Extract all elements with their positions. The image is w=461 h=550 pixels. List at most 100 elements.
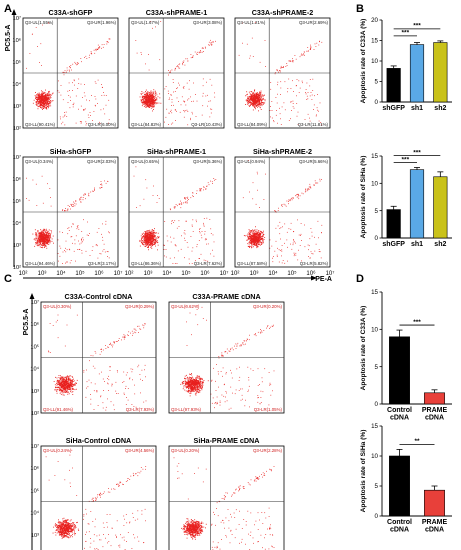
- a-quadrant-lr: Q3-LR(5.82%): [300, 261, 329, 266]
- c-plot-0: C33A-Control cDNA Q3-UL(0.30%) Q3-UR(0.29%…: [40, 292, 157, 414]
- c-y-tick: 10³: [31, 389, 39, 395]
- c-plot-1: C33A-PRAME cDNA Q3-UL(0.62%) Q3-UR(0.20%) Q…: [168, 292, 285, 414]
- c-event-dots: [45, 449, 147, 550]
- bar-y-tick: 10: [371, 58, 378, 65]
- c-quadrant-ll: Q3-LL(97.93%): [171, 407, 202, 412]
- bar-y-tick: 0: [375, 401, 379, 408]
- bar-category-label: PRAME: [422, 519, 448, 526]
- bar-y-tick: 20: [371, 17, 378, 24]
- a-plot-title: SiHa-shGFP: [50, 147, 92, 156]
- c-y-tick: 10⁷: [31, 443, 39, 450]
- a-quadrant-ul: Q3-UL(1.21%): [237, 20, 266, 25]
- a-y-tick: 10³: [13, 243, 21, 249]
- a-x-tick: 10⁴: [56, 270, 66, 277]
- a-plot-title: C33A-shPRAME-2: [252, 8, 314, 17]
- bar-y-label: Apoptosis rate of SiHa (%): [360, 156, 367, 239]
- a-event-dots: [242, 160, 323, 264]
- bar-y-tick: 5: [375, 364, 379, 371]
- c-quadrant-ul: Q3-UL(0.62%): [171, 304, 200, 309]
- a-x-tick: 10⁷: [220, 270, 229, 277]
- c-quadrant-ur: Q3-UR(4.56%): [125, 448, 155, 453]
- bar-0: [386, 68, 401, 103]
- a-quadrant-ur: Q3-UR(2.03%): [87, 159, 117, 164]
- a-x-axis-label: PE-A: [315, 276, 332, 283]
- bar-1: [409, 169, 425, 239]
- a-plot-2: C33A-shPRAME-2 Q3-UL(1.21%) Q3-UR(2.69%) Q3…: [234, 8, 331, 129]
- bar-2: [433, 42, 448, 103]
- a-x-tick: 10³: [38, 271, 47, 277]
- a-event-dots: [135, 21, 216, 126]
- bar-0: [389, 336, 410, 405]
- bar-charts: 0 5 10 15 20 Apoptosis rate of C33A (%) shGFP s…: [360, 17, 452, 534]
- bar-category-label: sh1: [411, 105, 423, 112]
- c-y-tick: 10³: [31, 533, 39, 539]
- bar-category-label: PRAME: [422, 407, 448, 414]
- c-event-dots: [48, 314, 147, 411]
- a-quadrant-ll: Q3-LL(94.46%): [25, 261, 56, 266]
- a-x-tick: 10²: [19, 271, 28, 277]
- bar-chart-0: 0 5 10 15 20 Apoptosis rate of C33A (%) shGFP s…: [360, 17, 452, 112]
- a-y-tick: 10³: [13, 104, 21, 110]
- a-x-tick: 10⁷: [114, 270, 123, 277]
- a-quadrant-ll: Q3-LL(84.82%): [131, 122, 162, 127]
- bar-category-label: sh1: [411, 241, 423, 248]
- a-quadrant-ul: Q3-UL(1.67%): [131, 20, 160, 25]
- a-x-tick: 10⁶: [306, 270, 316, 277]
- c-plot-3: SiHa-PRAME cDNAQ3-UL(0.20%)Q3-UR(2.28%)Q…: [168, 436, 285, 550]
- bar-category-label: cDNA: [425, 527, 444, 534]
- a-quadrant-ul: Q3-UL(0.94%): [237, 159, 266, 164]
- a-quadrant-ur: Q3-UR(1.96%): [87, 20, 117, 25]
- a-y-tick: 10⁶: [12, 37, 21, 44]
- c-y-tick: 10⁴: [30, 366, 39, 373]
- a-event-dots: [26, 175, 110, 264]
- a-plot-0: C33A-shGFP Q3-UL(1.55%) Q3-UR(1.96%) Q3-LL(…: [22, 8, 119, 129]
- a-plot-title: C33A-shGFP: [49, 8, 93, 17]
- c-quadrant-ur: Q3-UR(0.20%): [253, 304, 283, 309]
- a-y-tick: 10²: [13, 265, 21, 271]
- a-quadrant-ul: Q3-UL(0.34%): [25, 159, 54, 164]
- a-quadrant-lr: Q3-LR(3.17%): [88, 261, 117, 266]
- a-plot-5: SiHa-shPRAME-2 Q3-UL(0.94%) Q3-UR(5.66%) Q3…: [234, 147, 331, 268]
- bar-y-tick: 5: [375, 483, 379, 490]
- c-plot-title: SiHa-PRAME cDNA: [194, 436, 260, 445]
- c-y-tick: 10⁵: [30, 343, 39, 350]
- c-quadrant-lr: Q3-LR(7.93%): [126, 407, 155, 412]
- a-quadrant-ur: Q3-UR(5.36%): [193, 159, 223, 164]
- a-x-tick: 10²: [125, 271, 134, 277]
- a-x-tick: 10⁶: [94, 270, 104, 277]
- a-event-dots: [133, 166, 217, 265]
- bar-category-label: Control: [387, 407, 412, 414]
- bar-y-tick: 10: [371, 453, 378, 460]
- a-quadrant-ll: Q3-LL(90.41%): [25, 122, 56, 127]
- c-y-tick: 10⁷: [31, 299, 39, 306]
- a-quadrant-ll: Q3-LL(87.58%): [237, 261, 268, 266]
- bar-y-tick: 0: [375, 513, 379, 520]
- bar-y-tick: 10: [371, 181, 378, 188]
- c-y-tick: 10²: [31, 411, 39, 417]
- a-quadrant-ur: Q3-UR(5.66%): [299, 159, 329, 164]
- bar-category-label: sh2: [434, 241, 446, 248]
- bar-category-label: cDNA: [390, 527, 409, 534]
- bar-category-label: cDNA: [425, 415, 444, 422]
- bar-y-label: Apoptosis rate of C33A (%): [360, 19, 367, 104]
- a-y-axis-label: PC5.5-A: [5, 25, 12, 52]
- panel-letter-c: C: [4, 273, 12, 285]
- a-x-tick: 10⁴: [268, 270, 278, 277]
- a-plot-title: C33A-shPRAME-1: [146, 8, 208, 17]
- bar-category-label: Control: [387, 519, 412, 526]
- c-plot-title: SiHa-Control cDNA: [66, 436, 132, 445]
- a-y-tick: 10⁶: [12, 176, 21, 183]
- a-quadrant-lr: Q3-LR(11.81%): [298, 122, 329, 127]
- a-y-tick: 10⁵: [12, 198, 21, 205]
- panel-letter-a: A: [4, 3, 12, 15]
- bar-chart-1: 0 5 10 15 Apoptosis rate of SiHa (%) shGFP sh1…: [360, 149, 452, 248]
- panel-c-flow-grid: C33A-Control cDNA Q3-UL(0.30%) Q3-UR(0.29%…: [23, 292, 285, 550]
- bar-1: [424, 489, 445, 517]
- a-plot-3: SiHa-shGFP Q3-UL(0.34%) Q3-UR(2.03%) Q3-LL(…: [22, 147, 119, 268]
- a-event-dots: [26, 22, 111, 126]
- significance-stars: ***: [402, 156, 410, 163]
- bar-0: [389, 455, 410, 517]
- significance-stars: ***: [413, 319, 421, 326]
